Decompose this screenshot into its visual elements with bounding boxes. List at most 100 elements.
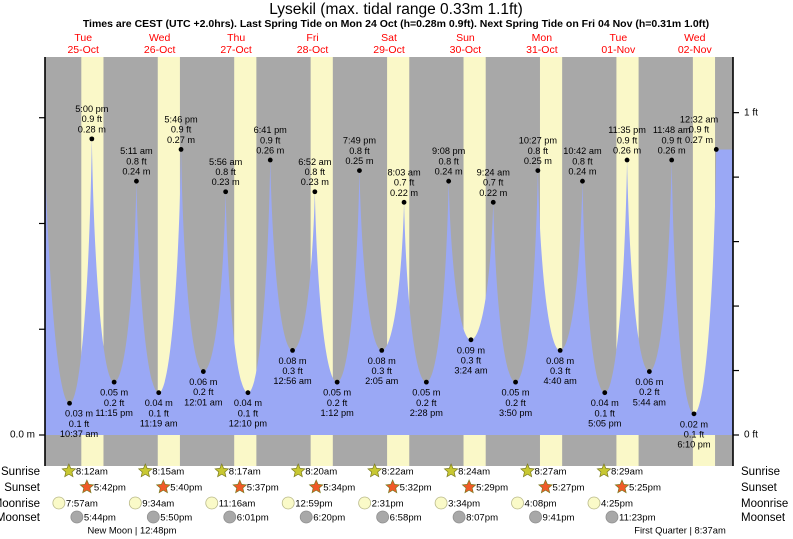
low-tide-10-text: 3:50 pm [499, 408, 533, 418]
moonrise-icon [205, 496, 219, 510]
low-tide-1-text: 0.05 m [100, 388, 128, 398]
day-label-row: Tue25-OctWed26-OctThu27-OctFri28-OctSat2… [67, 32, 712, 56]
day-label-dow: Wed [684, 32, 706, 44]
sunset-icon [232, 479, 248, 494]
high-tide-13-text: 0.26 m [658, 145, 686, 155]
tide-curve-area [45, 138, 733, 435]
low-tide-14-text: 6:10 pm [677, 440, 711, 450]
low-tide-5-text: 12:56 am [273, 376, 312, 386]
day-label-date: 02-Nov [678, 44, 713, 56]
moonset-icon [376, 510, 390, 524]
low-tide-14-text: 0.02 m [680, 419, 708, 429]
sunset-time: 5:42pm [94, 483, 126, 494]
low-tide-10-text: 0.2 ft [505, 398, 526, 408]
day-label-dow: Thu [227, 32, 245, 44]
moonrise-icon [358, 496, 372, 510]
moonset-icon [223, 510, 237, 524]
high-tide-3-text: 0.8 ft [215, 167, 236, 177]
low-tide-12-dot [602, 390, 608, 396]
row-label-left-moonrise: Moonrise [0, 498, 40, 510]
high-tide-4-text: 0.9 ft [260, 135, 281, 145]
sunset-time: 5:40pm [170, 483, 202, 494]
high-tide-10-dot [535, 168, 541, 174]
moon-phase-note: First Quarter | 8:37am [634, 524, 726, 535]
high-tide-4-dot [267, 157, 273, 163]
high-tide-6-text: 0.25 m [345, 156, 373, 166]
high-tide-2-text: 0.27 m [167, 135, 195, 145]
sunset-time: 5:34pm [323, 483, 355, 494]
tide-curve-fill [45, 138, 733, 435]
high-tide-1-text: 5:11 am [120, 146, 153, 156]
day-label-date: 28-Oct [297, 44, 329, 56]
sunrise-time: 8:20am [305, 467, 337, 478]
astro-rows: Sunrise Sunrise Sunset Sunset Moonrise Moonri… [0, 463, 788, 524]
sunrise-icon [290, 463, 306, 478]
moonset-icon [70, 510, 84, 524]
high-tide-3-text: 5:56 am [209, 157, 243, 167]
day-label-date: 25-Oct [67, 44, 99, 56]
sunrise-time: 8:15am [152, 467, 184, 478]
low-tide-0-dot [67, 400, 72, 406]
high-tide-12-text: 0.26 m [613, 145, 641, 155]
low-tide-14-dot [691, 411, 697, 417]
sunset-icon [461, 479, 477, 494]
day-label-dow: Fri [306, 32, 318, 44]
low-tide-11-text: 0.08 m [546, 356, 574, 366]
moonrise-icon [511, 496, 524, 510]
high-tide-14-text: 0.27 m [685, 135, 713, 145]
day-label-date: 27-Oct [220, 44, 252, 56]
high-tide-1-text: 0.24 m [122, 167, 150, 177]
high-tide-9-text: 0.7 ft [483, 178, 504, 188]
sunrise-time: 8:12am [76, 467, 108, 478]
high-tide-11-text: 10:42 am [563, 146, 602, 156]
page-title: Lysekil (max. tidal range 0.33m 1.1ft) [269, 1, 523, 18]
day-label-date: 31-Oct [526, 44, 558, 56]
day-label-dow: Tue [74, 32, 92, 44]
sunrise-time: 8:22am [382, 467, 414, 478]
low-tide-4-text: 0.04 m [234, 398, 262, 408]
high-tide-4-text: 0.26 m [256, 145, 284, 155]
low-tide-2-dot [156, 390, 162, 396]
sunrise-time: 8:29am [611, 467, 643, 478]
low-tide-5-text: 0.08 m [278, 356, 306, 366]
sunrise-icon [520, 463, 536, 478]
day-label-date: 29-Oct [373, 44, 405, 56]
sunrise-icon [214, 463, 230, 478]
low-tide-13-text: 5:44 am [633, 397, 667, 407]
moonset-icon [529, 510, 542, 524]
high-tide-5-text: 6:52 am [298, 157, 332, 167]
low-tide-3-dot [200, 369, 206, 374]
high-tide-8-text: 0.8 ft [438, 156, 459, 166]
moonset-time: 6:01pm [237, 513, 269, 524]
moonrise-time: 4:08pm [525, 499, 557, 510]
low-tide-3-text: 12:01 am [184, 397, 223, 407]
moonset-time: 5:44pm [84, 513, 116, 524]
high-tide-5-text: 0.23 m [301, 177, 329, 187]
low-tide-1-dot [111, 379, 117, 385]
low-tide-9-text: 0.09 m [457, 345, 485, 355]
high-tide-7-dot [401, 199, 407, 205]
low-tide-11-dot [557, 347, 563, 353]
high-tide-12-text: 0.9 ft [617, 135, 638, 145]
moonrise-icon [52, 496, 66, 510]
high-tide-9-text: 9:24 am [477, 167, 511, 177]
high-tide-8-text: 0.24 m [435, 167, 463, 177]
sunrise-icon [61, 463, 77, 478]
high-tide-10-text: 0.8 ft [528, 146, 549, 156]
low-tide-5-text: 0.3 ft [282, 366, 303, 376]
moonset-time: 9:41pm [543, 513, 575, 524]
high-tide-14-text: 0.9 ft [689, 125, 710, 135]
low-tide-2-text: 0.1 ft [149, 408, 170, 418]
moonrise-icon [434, 496, 448, 510]
low-tide-0-text: 0.1 ft [69, 419, 90, 429]
moonrise-icon [587, 496, 601, 510]
low-tide-9-text: 3:24 am [454, 366, 488, 376]
sunrise-icon [137, 463, 153, 478]
sunset-icon [614, 479, 630, 494]
moonset-icon [452, 510, 466, 524]
y-label-right-0ft: 0 ft [744, 430, 758, 441]
sunrise-icon [367, 463, 383, 478]
high-tide-0-text: 0.9 ft [82, 114, 103, 124]
high-tide-7-text: 0.22 m [390, 188, 418, 198]
